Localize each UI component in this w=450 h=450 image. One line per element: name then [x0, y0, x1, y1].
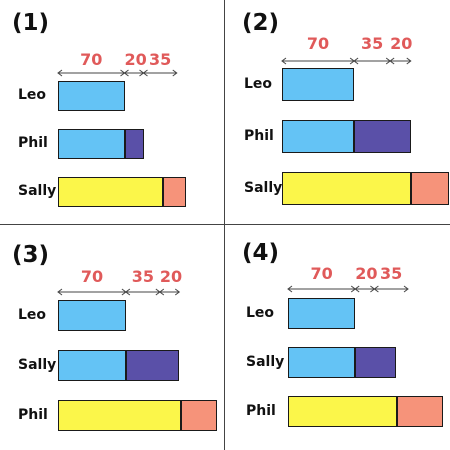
salmon-bar: [181, 400, 218, 431]
dimension-segment: [389, 57, 412, 65]
panel-number: (1): [12, 10, 50, 36]
blue-bar: [58, 300, 126, 331]
segment-label: 70: [306, 34, 330, 53]
horizontal-divider: [0, 224, 450, 225]
blue-bar: [288, 347, 356, 378]
yellow-bar: [58, 177, 163, 207]
segment-label: 35: [148, 50, 172, 69]
yellow-bar: [58, 400, 182, 431]
segment-label: 20: [159, 267, 183, 286]
row-name-phil: Phil: [244, 127, 274, 144]
row-name-phil: Phil: [18, 135, 48, 151]
salmon-bar: [162, 177, 187, 207]
segment-label: 20: [390, 34, 413, 53]
panel-number: (4): [242, 240, 280, 266]
panel-number: (3): [12, 242, 50, 268]
salmon-bar: [397, 396, 443, 427]
row-name-phil: Phil: [246, 402, 276, 419]
dimension-segment: [287, 285, 357, 293]
row-name-leo: Leo: [244, 75, 273, 92]
row-name-phil: Phil: [18, 406, 48, 423]
yellow-bar: [288, 396, 398, 427]
dimension-segment: [354, 285, 376, 293]
blue-bar: [282, 68, 355, 101]
segment-label: 70: [310, 264, 333, 283]
purple-bar: [354, 120, 411, 153]
dimension-segment: [373, 285, 409, 293]
vertical-divider: [224, 0, 225, 450]
segment-label: 35: [380, 264, 403, 283]
panel-number: (2): [242, 10, 280, 36]
blue-bar: [58, 129, 125, 159]
row-name-leo: Leo: [18, 87, 47, 103]
row-name-sally: Sally: [246, 353, 285, 370]
row-name-sally: Sally: [18, 356, 57, 373]
purple-bar: [124, 129, 144, 159]
dimension-segment: [159, 288, 181, 296]
segment-label: 35: [131, 267, 154, 286]
blue-bar: [58, 350, 126, 381]
dimension-segment: [142, 69, 178, 77]
segment-label: 35: [360, 34, 384, 53]
row-name-sally: Sally: [244, 179, 283, 196]
row-name-sally: Sally: [18, 183, 57, 199]
segment-label: 20: [124, 50, 147, 69]
blue-bar: [282, 120, 355, 153]
yellow-bar: [282, 172, 411, 205]
row-name-leo: Leo: [18, 306, 47, 323]
segment-label: 20: [355, 264, 378, 283]
blue-bar: [288, 298, 356, 329]
purple-bar: [125, 350, 180, 381]
segment-label: 70: [80, 50, 103, 69]
purple-bar: [355, 347, 396, 378]
salmon-bar: [410, 172, 449, 205]
blue-bar: [58, 81, 125, 111]
segment-label: 70: [80, 267, 104, 286]
row-name-leo: Leo: [246, 304, 275, 321]
